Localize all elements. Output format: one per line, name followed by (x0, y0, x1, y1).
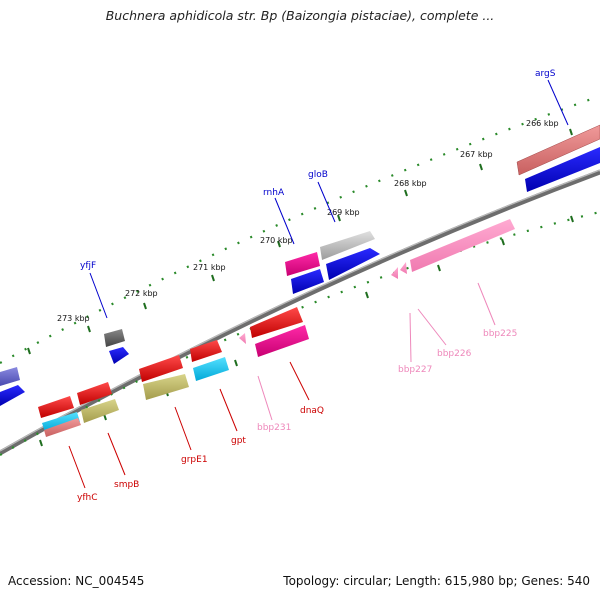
gene-arrow-gloB[interactable] (320, 231, 375, 260)
gene-arrow-grpE1-red[interactable] (139, 355, 183, 382)
gene-arrow-rnhA[interactable] (285, 252, 320, 276)
tick-label: 270 kbp (260, 236, 293, 245)
gene-arrow-yfhC-red[interactable] (38, 396, 74, 418)
gene-label-yfhC: yfhC (77, 493, 97, 503)
gene-label-bbp231: bbp231 (257, 423, 291, 433)
gene-arrow-gpt-red[interactable] (190, 340, 222, 362)
gene-label-bbp226: bbp226 (437, 349, 472, 359)
gene-arrow-slate[interactable] (0, 367, 20, 386)
tick-label: 268 kbp (394, 179, 427, 188)
gene-arrow-dnaQ-red[interactable] (250, 307, 303, 338)
gene-label-smpB: smpB (114, 480, 139, 490)
gene-arrow-smpB[interactable] (81, 399, 119, 423)
gene-arrow-salmon[interactable] (44, 418, 81, 437)
gene-label-gloB: gloB (308, 170, 328, 180)
gene-arrow-gpt[interactable] (193, 357, 229, 381)
gene-arrow-blue[interactable] (326, 248, 380, 280)
gene-label-bbp225: bbp225 (483, 329, 517, 339)
tick-label: 273 kbp (57, 314, 90, 323)
gene-arrow-blue[interactable] (525, 147, 600, 192)
gene-label-dnaQ: dnaQ (300, 406, 324, 416)
gene-arrow-grpE1[interactable] (143, 374, 189, 400)
outer-gene-features (0, 124, 600, 406)
inner-gene-features (38, 219, 515, 437)
accession-text: Accession: NC_004545 (8, 574, 145, 588)
gene-label-argS: argS (535, 69, 556, 79)
tick-label: 272 kbp (125, 289, 158, 298)
tick-label: 271 kbp (193, 263, 226, 272)
gene-label-rnhA: rnhA (263, 188, 285, 198)
gene-arrow-bbp225[interactable] (410, 219, 515, 272)
gene-label-gpt: gpt (231, 436, 246, 446)
gene-arrow-argS[interactable] (516, 124, 600, 176)
tick-label: 266 kbp (526, 119, 559, 128)
gene-arrow-blue[interactable] (291, 269, 324, 294)
gene-arrow-blue[interactable] (0, 385, 25, 406)
gene-arrow-bbp227[interactable] (391, 267, 398, 279)
gene-arrow-bbp231[interactable] (239, 333, 246, 344)
gene-arrow-dnaQ[interactable] (255, 325, 309, 357)
gene-arrow-smpB-red[interactable] (77, 382, 112, 405)
gene-arrow-yfhC[interactable] (42, 412, 80, 432)
gene-arrow-yfjF[interactable] (104, 329, 125, 347)
tick-label: 269 kbp (327, 208, 360, 217)
map-title: Buchnera aphidicola str. Bp (Baizongia p… (105, 8, 495, 23)
genome-backbone (0, 169, 600, 456)
gene-label-yfjF: yfjF (80, 261, 96, 271)
gene-label-grpE1: grpE1 (181, 455, 208, 465)
gene-label-bbp227: bbp227 (398, 365, 432, 375)
gene-arrow-blue[interactable] (109, 347, 129, 364)
gene-arrow-bbp226[interactable] (400, 262, 407, 274)
tick-label: 267 kbp (460, 150, 493, 159)
topology-text: Topology: circular; Length: 615,980 bp; … (283, 574, 590, 588)
